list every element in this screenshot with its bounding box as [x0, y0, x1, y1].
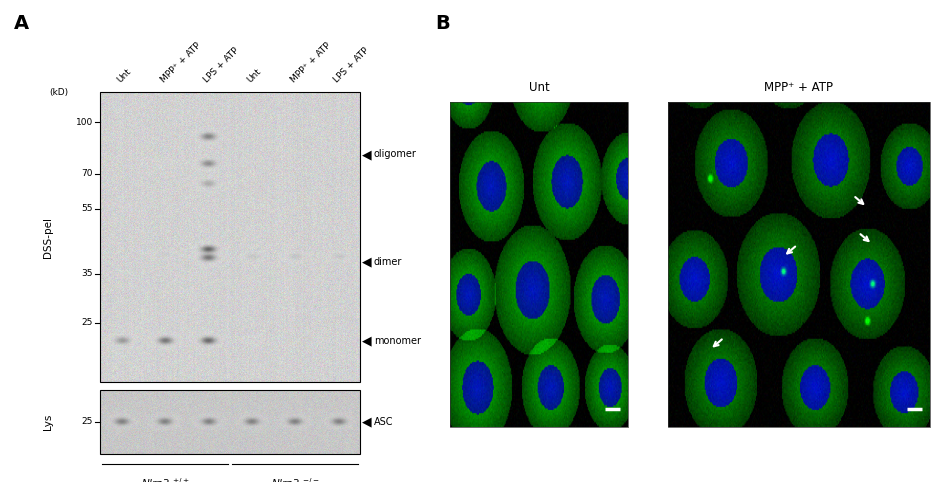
Text: 35: 35 — [81, 269, 93, 279]
Text: (kD): (kD) — [49, 88, 68, 97]
Text: B: B — [434, 14, 449, 33]
Text: ASC: ASC — [373, 417, 393, 427]
Text: 25: 25 — [81, 318, 93, 327]
Text: ◀: ◀ — [361, 335, 372, 348]
Text: LPS + ATP: LPS + ATP — [202, 45, 241, 84]
Text: Unt: Unt — [528, 81, 548, 94]
Text: MPP⁺ + ATP: MPP⁺ + ATP — [764, 81, 833, 94]
Text: ◀: ◀ — [361, 255, 372, 268]
Text: ◀: ◀ — [361, 415, 372, 428]
Text: $\it{Nlrp3}$ $^{+/+}$: $\it{Nlrp3}$ $^{+/+}$ — [140, 476, 189, 482]
Text: MPP⁺ + ATP: MPP⁺ + ATP — [288, 40, 332, 84]
Text: $\it{Nlrp3}$ $^{-/-}$: $\it{Nlrp3}$ $^{-/-}$ — [271, 476, 319, 482]
Text: 100: 100 — [76, 118, 93, 127]
Bar — [100, 390, 359, 454]
Text: dimer: dimer — [373, 257, 402, 267]
Text: LPS + ATP: LPS + ATP — [331, 45, 370, 84]
Text: A: A — [14, 14, 29, 33]
Text: monomer: monomer — [373, 336, 420, 346]
Text: oligomer: oligomer — [373, 149, 417, 160]
Text: MPP⁺ + ATP: MPP⁺ + ATP — [158, 40, 202, 84]
Text: Lys: Lys — [43, 414, 53, 430]
Text: 55: 55 — [81, 204, 93, 213]
Text: 70: 70 — [81, 169, 93, 178]
Bar — [449, 102, 627, 427]
Text: DSS-pel: DSS-pel — [43, 216, 53, 257]
Bar — [100, 92, 359, 382]
Bar — [667, 102, 929, 427]
Text: Unt: Unt — [245, 67, 263, 84]
Text: Unt: Unt — [115, 67, 133, 84]
Text: 25: 25 — [81, 417, 93, 427]
Text: ◀: ◀ — [361, 148, 372, 161]
